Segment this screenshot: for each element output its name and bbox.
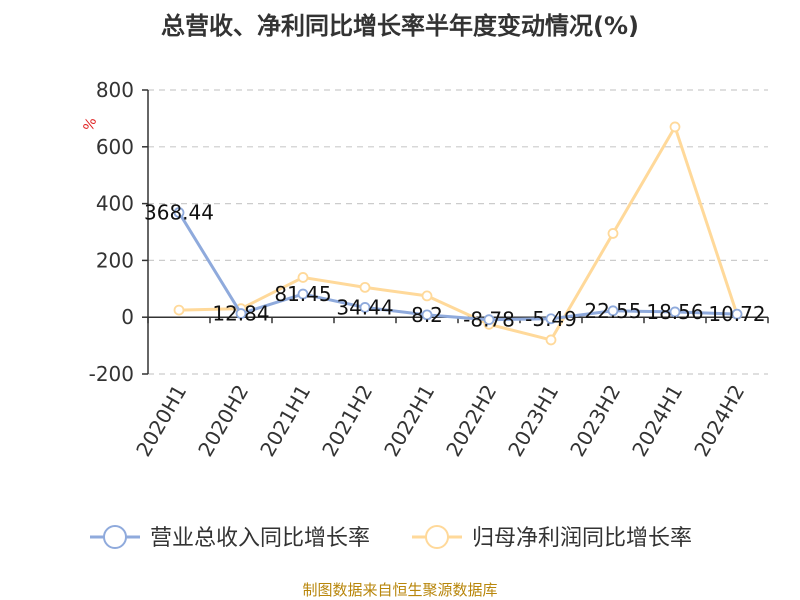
series-2-point[interactable] [669, 121, 681, 133]
data-label: 18.56 [646, 300, 703, 324]
legend-marker [425, 525, 449, 549]
series-2-point[interactable] [173, 304, 185, 316]
y-tick-label: 0 [121, 305, 134, 329]
data-label: 81.45 [274, 282, 331, 306]
x-tick-label: 2022H1 [379, 381, 439, 461]
data-label: 34.44 [336, 295, 393, 319]
x-tick-label: 2024H2 [689, 381, 749, 461]
series-1-point[interactable] [545, 313, 557, 325]
series-1-point[interactable] [173, 207, 185, 218]
series-1-point[interactable] [359, 302, 371, 313]
x-tick-label: 2021H1 [255, 381, 315, 461]
series-2-point[interactable] [421, 290, 433, 302]
legend-label: 归母净利润同比增长率 [472, 526, 692, 551]
x-tick-label: 2020H1 [131, 381, 191, 461]
data-label: 368.44 [144, 201, 214, 225]
data-label: 10.72 [708, 302, 765, 326]
source-note: 制图数据来自恒生聚源数据库 [302, 581, 497, 599]
y-tick-label: 400 [96, 192, 134, 216]
x-tick-label: 2021H2 [317, 381, 377, 461]
series-2-point[interactable] [297, 272, 309, 283]
y-unit-label: % [81, 115, 101, 133]
y-tick-labels: -200 0 200 400 600 800 [89, 78, 134, 386]
series-1-point[interactable] [297, 288, 309, 300]
legend-marker [103, 525, 127, 549]
legend-label: 营业总收入同比增长率 [150, 526, 370, 551]
data-label: 12.84 [212, 302, 269, 326]
series-2-point[interactable] [359, 281, 371, 293]
x-tick-label: 2023H1 [503, 381, 563, 461]
x-tick-label: 2020H2 [193, 381, 253, 461]
series-2-point[interactable] [607, 228, 619, 239]
data-label: -8.78 [463, 308, 515, 332]
data-label: 22.55 [584, 299, 641, 323]
data-label: 8.2 [411, 303, 443, 327]
series-1-point[interactable] [731, 308, 743, 320]
y-tick-label: 200 [96, 248, 134, 272]
series-2-point[interactable] [545, 334, 557, 346]
legend-item-1[interactable]: 营业总收入同比增长率 [90, 525, 370, 551]
x-tick-label: 2022H2 [441, 381, 501, 461]
series-1-point[interactable] [421, 309, 433, 321]
x-tick-label: 2024H1 [627, 381, 687, 461]
gridlines [148, 89, 768, 375]
series-1-point[interactable] [483, 314, 495, 326]
legend[interactable]: 营业总收入同比增长率 归母净利润同比增长率 [90, 525, 692, 551]
series-1-point[interactable] [235, 308, 247, 319]
chart-title: 总营收、净利同比增长率半年度变动情况(%) [161, 12, 639, 40]
axes [142, 89, 769, 375]
series-1-point[interactable] [669, 306, 681, 318]
series-lines [173, 121, 743, 346]
data-label: -5.49 [525, 307, 577, 331]
y-tick-label: 800 [96, 78, 134, 102]
x-tick-label: 2023H2 [565, 381, 625, 461]
series-line-1 [177, 211, 738, 322]
y-tick-label: -200 [89, 362, 134, 386]
x-tick-labels: 2020H1 2020H2 2021H1 2021H2 2022H1 2022H2 2023… [131, 381, 749, 461]
y-tick-label: 600 [96, 135, 134, 159]
series-1-point[interactable] [607, 305, 619, 317]
legend-item-2[interactable]: 归母净利润同比增长率 [412, 525, 692, 551]
series-line-2 [178, 125, 739, 342]
